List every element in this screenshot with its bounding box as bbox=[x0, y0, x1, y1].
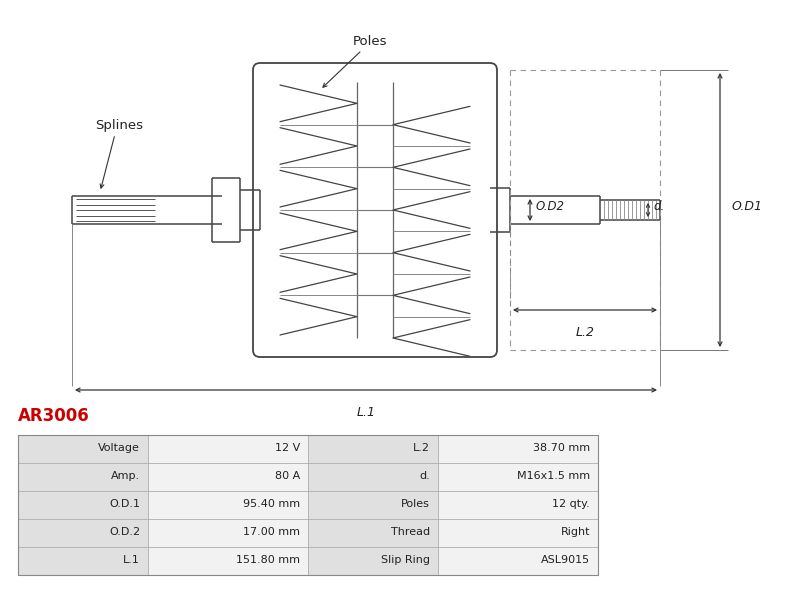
Bar bbox=[18, 519, 148, 547]
Bar bbox=[18, 491, 148, 519]
Text: L.1: L.1 bbox=[357, 406, 375, 419]
Text: 151.80 mm: 151.80 mm bbox=[236, 555, 300, 565]
Text: M16x1.5 mm: M16x1.5 mm bbox=[517, 471, 590, 481]
Text: O.D.1: O.D.1 bbox=[109, 499, 140, 509]
Text: 17.00 mm: 17.00 mm bbox=[243, 527, 300, 537]
Bar bbox=[18, 547, 148, 575]
Text: Right: Right bbox=[561, 527, 590, 537]
Bar bbox=[148, 435, 308, 463]
Text: O.D.2: O.D.2 bbox=[109, 527, 140, 537]
Bar bbox=[438, 519, 598, 547]
Text: Poles: Poles bbox=[401, 499, 430, 509]
Bar bbox=[438, 547, 598, 575]
Text: O.D1: O.D1 bbox=[732, 200, 763, 213]
Text: Amp.: Amp. bbox=[111, 471, 140, 481]
Bar bbox=[148, 547, 308, 575]
Text: 80 A: 80 A bbox=[274, 471, 300, 481]
Text: 95.40 mm: 95.40 mm bbox=[243, 499, 300, 509]
Text: L.2: L.2 bbox=[575, 326, 594, 339]
Bar bbox=[148, 491, 308, 519]
Text: Slip Ring: Slip Ring bbox=[381, 555, 430, 565]
Bar bbox=[308, 547, 438, 575]
Bar bbox=[308, 491, 438, 519]
Bar bbox=[308, 435, 438, 463]
Bar bbox=[438, 463, 598, 491]
Bar bbox=[18, 463, 148, 491]
Text: 12 V: 12 V bbox=[274, 443, 300, 453]
Bar bbox=[148, 519, 308, 547]
Text: Poles: Poles bbox=[353, 35, 387, 48]
Bar bbox=[438, 435, 598, 463]
Text: Splines: Splines bbox=[95, 119, 143, 132]
Bar bbox=[438, 491, 598, 519]
Text: Thread: Thread bbox=[391, 527, 430, 537]
Bar bbox=[308, 463, 438, 491]
Bar bbox=[18, 435, 598, 575]
Text: Voltage: Voltage bbox=[98, 443, 140, 453]
Bar bbox=[308, 519, 438, 547]
Text: 38.70 mm: 38.70 mm bbox=[533, 443, 590, 453]
Bar bbox=[18, 435, 148, 463]
Text: O.D2: O.D2 bbox=[536, 200, 565, 213]
Text: d.: d. bbox=[653, 200, 664, 213]
Text: ASL9015: ASL9015 bbox=[541, 555, 590, 565]
Text: 12 qty.: 12 qty. bbox=[552, 499, 590, 509]
Text: L.1: L.1 bbox=[123, 555, 140, 565]
FancyBboxPatch shape bbox=[253, 63, 497, 357]
Text: L.2: L.2 bbox=[413, 443, 430, 453]
Text: AR3006: AR3006 bbox=[18, 407, 90, 425]
Text: d.: d. bbox=[419, 471, 430, 481]
Bar bbox=[148, 463, 308, 491]
